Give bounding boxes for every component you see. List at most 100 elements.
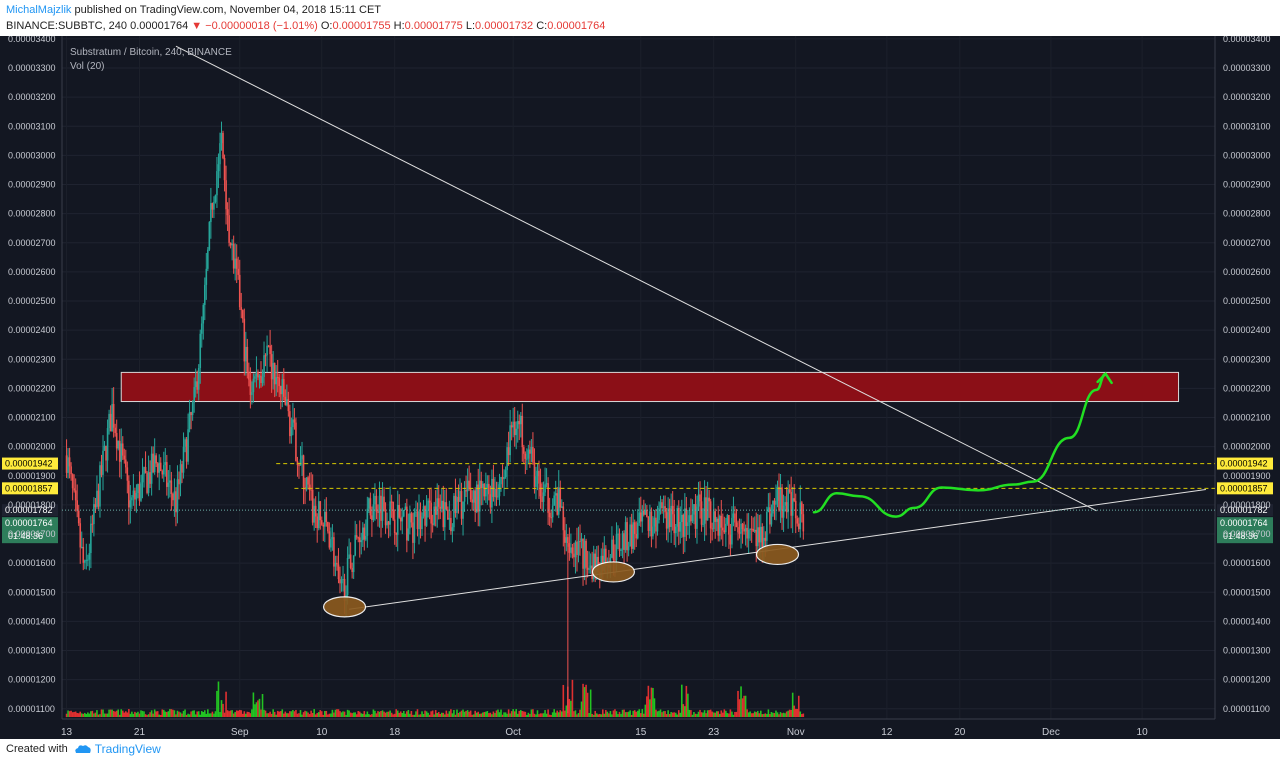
candle-body — [486, 483, 489, 488]
volume-bar — [488, 713, 490, 717]
candle-body — [463, 490, 466, 502]
volume-bar — [103, 713, 106, 717]
candle-body — [744, 527, 747, 532]
candle-body — [109, 413, 112, 432]
y-tick-label-left: 0.00001600 — [8, 558, 56, 568]
candle-body — [741, 523, 744, 530]
volume-bar — [794, 708, 797, 717]
candle-body — [126, 467, 129, 481]
candle-body — [728, 515, 730, 535]
candle-body — [402, 509, 405, 517]
volume-bar — [407, 709, 410, 717]
volume-bar — [478, 713, 481, 717]
resistance-zone-layer — [120, 371, 1180, 403]
candle-body — [684, 508, 686, 537]
volume-bar — [196, 711, 199, 717]
candle-body — [169, 480, 171, 483]
volume-bar — [404, 713, 407, 717]
volume-bar — [621, 709, 624, 717]
candle-body — [706, 497, 709, 521]
volume-bar — [322, 714, 325, 717]
candle-body — [544, 484, 546, 493]
candle-body — [776, 486, 779, 501]
volume-bar — [591, 713, 593, 717]
volume-bar — [188, 714, 191, 717]
y-tick-label-right: 0.00003400 — [1223, 36, 1271, 44]
volume-bar — [115, 710, 118, 717]
resistance-zone — [120, 371, 1180, 403]
candle-body — [281, 379, 284, 395]
candle-body — [200, 323, 203, 334]
volume-bar — [677, 710, 680, 717]
volume-bar — [289, 711, 291, 717]
left-price-axis[interactable]: 0.00001100 0.00001200 0.00001300 0.00001400… — [8, 34, 56, 714]
y-tick-label-right: 0.00001700 — [1223, 529, 1271, 539]
author-link[interactable]: MichalMajzlik — [6, 4, 72, 16]
candle-body — [87, 559, 89, 561]
candle-body — [220, 132, 223, 144]
volume-bar — [705, 713, 707, 717]
volume-bar — [365, 714, 367, 717]
symbol-label: BINANCE:SUBBTC, 240 — [6, 20, 128, 32]
volume-bar — [526, 714, 528, 717]
candle-body — [568, 543, 571, 553]
volume-bar — [729, 709, 732, 717]
candle-body — [682, 514, 685, 537]
y-tick-label-left: 0.00002200 — [8, 383, 56, 393]
volume-bar — [248, 712, 250, 717]
price-chart-svg[interactable]: 0.00001942 0.00001942 0.00001857 0.00001857… — [0, 34, 1280, 739]
volume-bar — [732, 714, 735, 717]
volume-bar — [643, 713, 645, 717]
candle-body — [621, 533, 624, 550]
volume-bar — [372, 709, 375, 717]
candle-body — [226, 209, 229, 216]
volume-bar — [270, 713, 273, 717]
volume-bar — [456, 709, 458, 717]
time-axis[interactable]: 13 21 Sep 10 18 Oct 15 23 Nov 12 20 Dec 10 — [61, 727, 1148, 738]
low-label: L: — [465, 20, 476, 32]
volume-bar — [343, 711, 346, 717]
x-tick-label: Oct — [505, 727, 521, 738]
volume-bar — [161, 709, 164, 717]
volume-bar — [557, 712, 560, 717]
candle-body — [269, 345, 271, 355]
volume-bar — [368, 714, 370, 717]
candle-body — [156, 463, 159, 473]
candle-body — [498, 484, 501, 497]
volume-bar — [436, 713, 439, 717]
volume-bar — [641, 709, 644, 717]
candle-body — [658, 508, 660, 521]
y-tick-label-right: 0.00001500 — [1223, 587, 1271, 597]
candle-body — [529, 449, 531, 454]
volume-bar — [150, 710, 153, 717]
candle-body — [471, 499, 473, 503]
volume-bar — [295, 709, 297, 717]
volume-bar — [351, 713, 353, 717]
candle-body — [173, 491, 176, 501]
right-price-axis[interactable]: 0.00001100 0.00001200 0.00001300 0.00001400… — [1223, 34, 1271, 714]
y-tick-label-right: 0.00002600 — [1223, 267, 1271, 277]
candle-body — [302, 455, 305, 487]
candle-body — [510, 425, 513, 428]
candle-body — [311, 489, 314, 523]
y-tick-label-left: 0.00001100 — [8, 704, 55, 714]
candle-body — [697, 494, 700, 507]
volume-bar — [220, 700, 223, 717]
candle-body — [618, 533, 621, 551]
candle-body — [369, 498, 372, 516]
volume-bar — [138, 713, 141, 717]
volume-bar — [125, 711, 127, 717]
chart-area[interactable]: 0.00001942 0.00001942 0.00001857 0.00001857… — [0, 34, 1280, 739]
volume-bar — [483, 711, 486, 717]
volume-bar — [539, 713, 542, 717]
volume-bar — [752, 713, 754, 717]
candle-body — [387, 521, 390, 525]
candle-body — [211, 203, 214, 210]
volume-bar — [494, 713, 496, 717]
volume-bar — [793, 705, 796, 717]
volume-bar — [439, 713, 442, 717]
tradingview-logo[interactable]: TradingView — [74, 742, 161, 756]
volume-bar — [627, 711, 630, 717]
volume-bar — [676, 714, 679, 717]
volume-bar — [469, 710, 472, 717]
